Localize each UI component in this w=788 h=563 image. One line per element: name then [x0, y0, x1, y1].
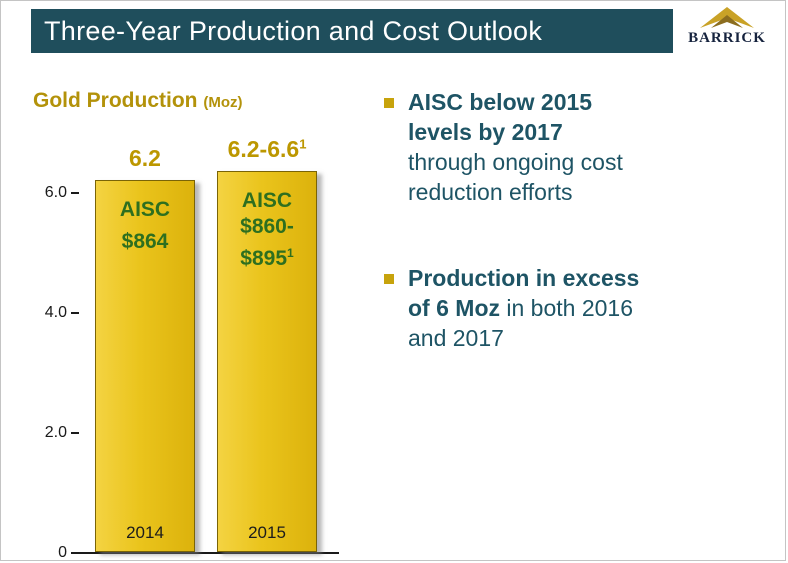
bar-2015: AISC $860- $8951 2015 [217, 171, 317, 552]
tick-mark [71, 192, 79, 194]
y-tick-label: 0 [58, 544, 67, 561]
y-tick-4: 4.0 [31, 303, 79, 323]
bullet-square-icon [384, 98, 394, 108]
chart-heading-text: Gold Production [33, 89, 198, 112]
barrick-logo-text: BARRICK [688, 30, 766, 46]
tick-mark [71, 312, 79, 314]
barrick-logo-icon [700, 7, 754, 28]
y-tick-label: 6.0 [44, 184, 67, 201]
gold-production-chart: 6.0 4.0 2.0 0 AISC $864 2014 6.2 [31, 136, 345, 560]
x-axis-line [71, 552, 339, 554]
aisc-annotation-2014: AISC $864 [119, 198, 171, 253]
slide-title: Three-Year Production and Cost Outlook [44, 15, 543, 46]
bar-value-2014: 6.2 [129, 145, 161, 171]
chart-heading: Gold Production (Moz) [33, 89, 242, 113]
y-tick-label: 2.0 [44, 424, 67, 441]
bullet-text: Production in excess of 6 Moz in both 20… [408, 265, 640, 351]
bullet-square-icon [384, 274, 394, 284]
title-bar: Three-Year Production and Cost Outlook [31, 9, 673, 53]
bullet-list: AISC below 2015 levels by 2017 through o… [384, 87, 764, 409]
chart-heading-unit: (Moz) [203, 94, 243, 111]
bar-2014: AISC $864 2014 [95, 180, 195, 552]
y-tick-6: 6.0 [31, 183, 79, 203]
bullet-item-production: Production in excess of 6 Moz in both 20… [384, 263, 764, 353]
bar-year-2015: 2015 [248, 523, 286, 542]
bar-year-2014: 2014 [126, 523, 164, 542]
aisc-annotation-2015: AISC $860- $8951 [240, 189, 294, 270]
bar-value-2015: 6.2-6.61 [227, 136, 307, 162]
bullet-text: AISC below 2015 levels by 2017 through o… [408, 89, 623, 205]
y-tick-2: 2.0 [31, 423, 79, 443]
tick-mark [71, 432, 79, 434]
bullet-item-aisc: AISC below 2015 levels by 2017 through o… [384, 87, 764, 207]
y-tick-label: 4.0 [44, 304, 67, 321]
barrick-logo: BARRICK [677, 5, 777, 47]
